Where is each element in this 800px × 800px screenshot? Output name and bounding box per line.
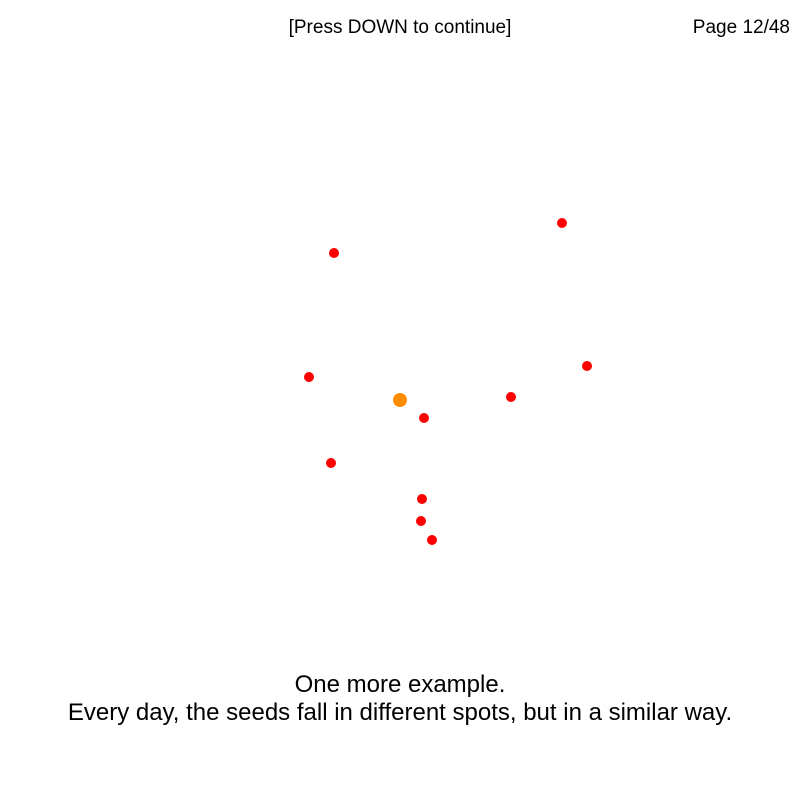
- seed-dot: [506, 392, 516, 402]
- center-marker: [393, 393, 407, 407]
- caption-line-1: One more example.: [294, 671, 506, 698]
- seed-dot: [304, 372, 314, 382]
- continue-prompt: [Press DOWN to continue]: [288, 17, 512, 38]
- caption: One more example. Every day, the seeds f…: [0, 671, 800, 727]
- seed-dot: [419, 413, 429, 423]
- seed-dot: [416, 516, 426, 526]
- seed-dot: [417, 494, 427, 504]
- seed-dot: [329, 248, 339, 258]
- seed-dot: [326, 458, 336, 468]
- caption-line-2: Every day, the seeds fall in different s…: [67, 699, 733, 726]
- page-counter: Page 12/48: [692, 17, 790, 38]
- seed-dot: [427, 535, 437, 545]
- seed-dot: [582, 361, 592, 371]
- seed-dot: [557, 218, 567, 228]
